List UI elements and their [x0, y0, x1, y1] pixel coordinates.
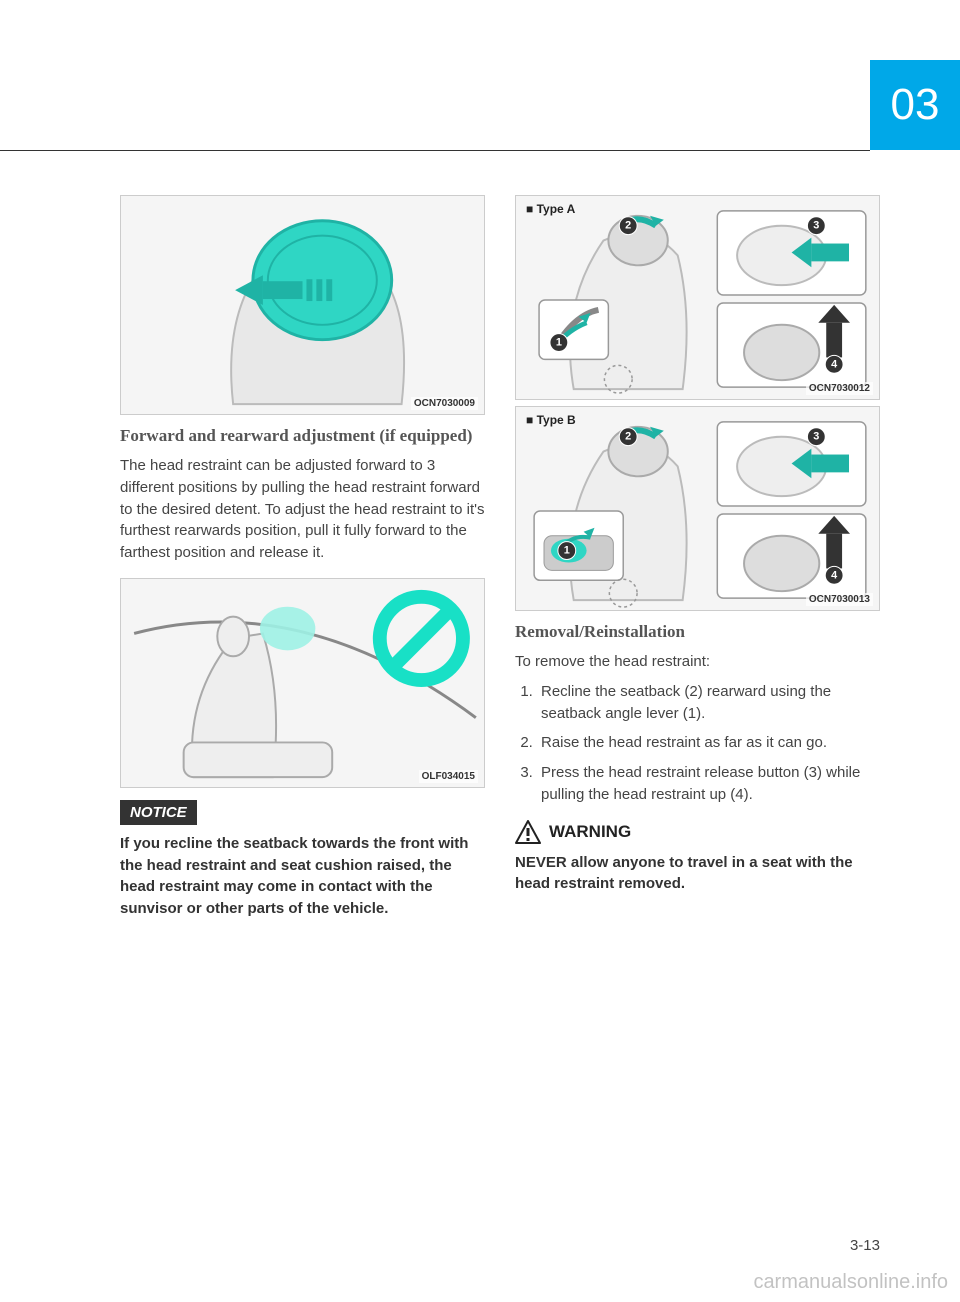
figure-code: OCN7030009	[411, 397, 478, 410]
svg-text:1: 1	[564, 545, 570, 557]
svg-text:1: 1	[556, 337, 562, 349]
chapter-tab: 03	[870, 60, 960, 150]
warning-heading: WARNING	[515, 820, 880, 844]
left-column: OCN7030009 Forward and rearward adjustme…	[120, 195, 485, 920]
type-a-label: Type A	[526, 202, 575, 216]
subheading-removal: Removal/Reinstallation	[515, 621, 880, 643]
page-content: OCN7030009 Forward and rearward adjustme…	[120, 195, 880, 920]
right-column: Type A 2 1	[515, 195, 880, 920]
figure-type-b: Type B 2 1	[515, 406, 880, 611]
svg-text:4: 4	[831, 358, 837, 370]
list-item: Recline the seatback (2) rearward using …	[537, 681, 880, 725]
intro-removal: To remove the head restraint:	[515, 651, 880, 673]
warning-label: WARNING	[549, 822, 631, 842]
list-item: Raise the head restraint as far as it ca…	[537, 732, 880, 754]
notice-text: If you recline the seatback towards the …	[120, 833, 485, 920]
figure-code: OCN7030013	[806, 593, 873, 606]
figure-type-a: Type A 2 1	[515, 195, 880, 400]
svg-text:2: 2	[625, 431, 631, 443]
notice-badge: NOTICE	[120, 800, 197, 825]
paragraph-adjustment: The head restraint can be adjusted forwa…	[120, 455, 485, 564]
warning-icon	[515, 820, 541, 844]
svg-text:2: 2	[625, 220, 631, 232]
removal-steps: Recline the seatback (2) rearward using …	[515, 681, 880, 806]
figure-code: OCN7030012	[806, 382, 873, 395]
figure-recline-caution: OLF034015	[120, 578, 485, 788]
watermark: carmanualsonline.info	[753, 1271, 948, 1294]
svg-text:3: 3	[813, 431, 819, 443]
list-item: Press the head restraint release button …	[537, 762, 880, 806]
figure-headrest-forward: OCN7030009	[120, 195, 485, 415]
header-rule	[0, 150, 870, 151]
figure-code: OLF034015	[419, 770, 478, 783]
subheading-forward-rearward: Forward and rearward adjustment (if equi…	[120, 425, 485, 447]
svg-text:3: 3	[813, 220, 819, 232]
page-number: 3-13	[850, 1237, 880, 1254]
type-b-label: Type B	[526, 413, 576, 427]
svg-text:4: 4	[831, 569, 837, 581]
warning-text: NEVER allow anyone to travel in a seat w…	[515, 852, 880, 896]
